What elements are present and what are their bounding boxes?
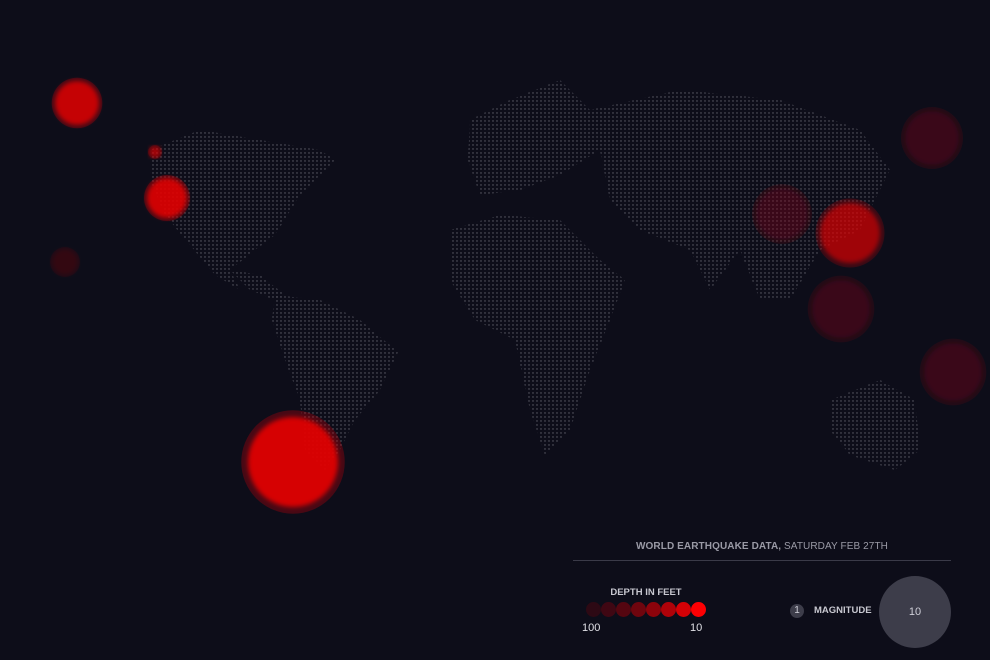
- depth-legend-label: DEPTH IN FEET: [610, 587, 682, 598]
- depth-scale-dot: [676, 602, 691, 617]
- magnitude-min-swatch: 1: [790, 604, 804, 618]
- depth-scale-dot: [661, 602, 676, 617]
- depth-scale-dot: [631, 602, 646, 617]
- earthquake-marker[interactable]: [149, 146, 161, 158]
- depth-scale-dot: [691, 602, 706, 617]
- earthquake-marker[interactable]: [812, 280, 870, 338]
- earthquake-marker[interactable]: [52, 249, 78, 275]
- depth-scale-dot: [586, 602, 601, 617]
- earthquake-layer: [50, 77, 987, 514]
- north-america: [150, 130, 335, 290]
- earthquake-marker[interactable]: [55, 81, 99, 125]
- africa: [450, 215, 625, 455]
- legend-title: WORLD EARTHQUAKE DATA, SATURDAY FEB 27TH: [636, 541, 888, 552]
- europe: [468, 80, 600, 195]
- depth-scale-dot: [646, 602, 661, 617]
- australia: [830, 380, 920, 470]
- earthquake-marker[interactable]: [905, 111, 959, 165]
- earthquake-marker[interactable]: [248, 417, 338, 507]
- depth-max-label: 10: [690, 622, 703, 634]
- magnitude-max-swatch: 10: [879, 576, 951, 648]
- earthquake-marker[interactable]: [756, 188, 808, 240]
- earthquake-marker[interactable]: [820, 203, 880, 263]
- magnitude-legend-label: MAGNITUDE: [814, 605, 872, 616]
- legend-divider: [573, 560, 951, 561]
- depth-scale-dot: [616, 602, 631, 617]
- earthquake-marker[interactable]: [147, 178, 187, 218]
- depth-min-label: 100: [582, 622, 601, 634]
- depth-scale-dot: [601, 602, 616, 617]
- central-america: [230, 270, 285, 300]
- asia: [590, 90, 890, 300]
- earthquake-marker[interactable]: [924, 343, 982, 401]
- land-layer: [150, 80, 920, 470]
